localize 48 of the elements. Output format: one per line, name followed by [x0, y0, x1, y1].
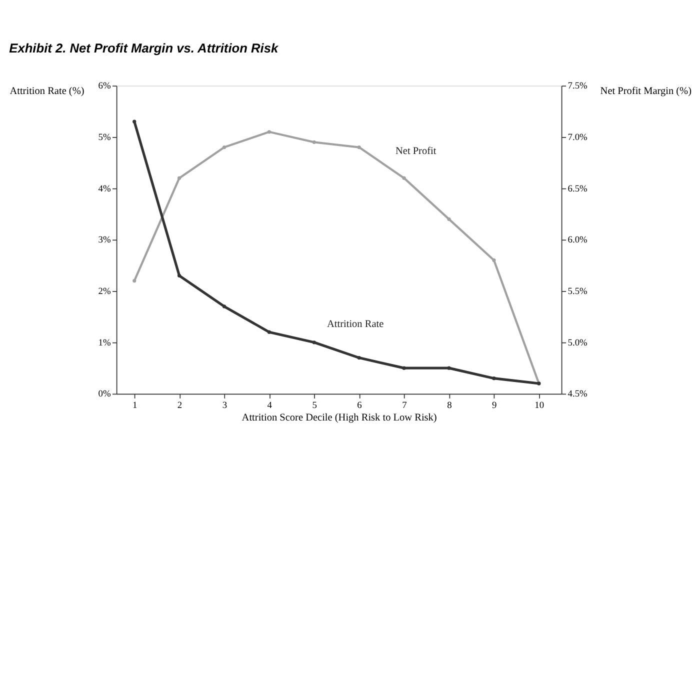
y2-tick-label: 5.5% [568, 287, 588, 298]
point [312, 140, 316, 144]
point [312, 340, 316, 344]
point [222, 304, 226, 308]
y-tick-label: 2% [98, 287, 111, 298]
x-tick-label: 4 [267, 400, 272, 411]
series-label: Attrition Rate [326, 318, 384, 330]
x-tick-label: 10 [534, 400, 544, 411]
point [222, 145, 226, 150]
y-tick-label: 3% [98, 236, 111, 246]
series-label: Net Profit [395, 146, 436, 158]
point [357, 145, 361, 150]
point [447, 366, 451, 370]
x-tick-label: 6 [357, 400, 362, 411]
y2-tick-label: 5.0% [568, 338, 588, 348]
chart-title: Exhibit 2. Net Profit Margin vs. Attrition Risk [9, 40, 279, 56]
y2-tick-label: 7.5% [568, 82, 588, 92]
point [132, 120, 136, 124]
x-tick-label: 1 [132, 400, 138, 411]
point [132, 278, 136, 283]
x-tick-label: 2 [177, 400, 182, 411]
point [357, 356, 361, 360]
y-tick-label: 0% [98, 390, 111, 400]
y2-tick-label: 6.5% [568, 184, 588, 194]
point [447, 217, 451, 221]
y-tick-label: 5% [98, 133, 111, 144]
point [177, 176, 182, 180]
x-axis-title: Attrition Score Decile (High Risk to Low Risk) [242, 412, 437, 424]
x-tick-label: 7 [402, 400, 408, 411]
x-tick-label: 3 [222, 400, 228, 411]
y2-tick-label: 6.0% [568, 236, 588, 246]
y-tick-label: 4% [98, 184, 111, 194]
point [267, 130, 272, 134]
y2-axis-title: Net Profit Margin (%) [600, 86, 692, 97]
point [267, 330, 272, 334]
point [492, 376, 496, 380]
y2-tick-label: 7.0% [568, 133, 588, 144]
point [402, 176, 406, 180]
point [402, 366, 406, 370]
point [177, 274, 182, 278]
point [492, 258, 496, 262]
y-tick-label: 1% [98, 338, 111, 348]
x-tick-label: 9 [492, 400, 498, 411]
y-tick-label: 6% [98, 82, 111, 92]
x-tick-label: 5 [312, 400, 318, 411]
y2-tick-label: 4.5% [568, 390, 588, 400]
x-tick-label: 8 [447, 400, 452, 411]
y-axis-title: Attrition Rate (%) [10, 86, 84, 97]
